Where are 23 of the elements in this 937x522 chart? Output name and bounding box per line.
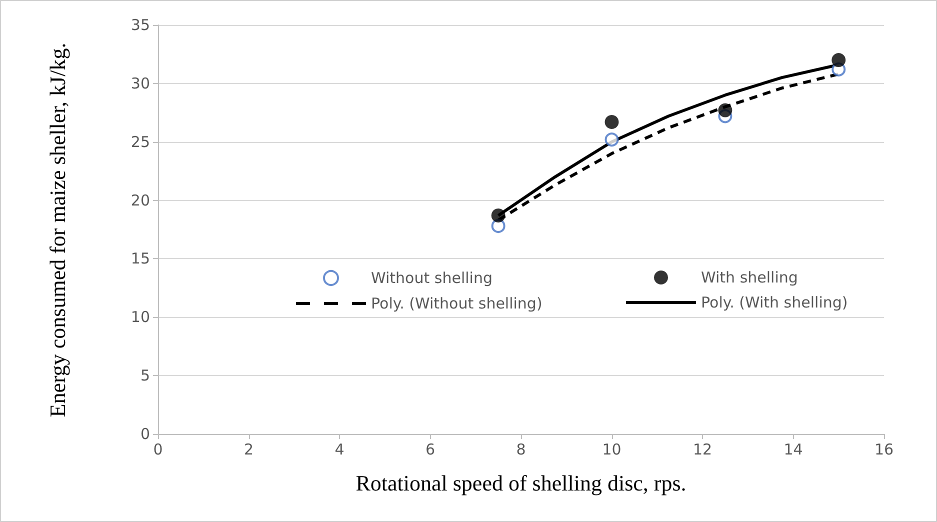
y-tick-label: 0 bbox=[140, 425, 150, 443]
x-tick-label: 14 bbox=[784, 440, 803, 458]
x-tick-label: 6 bbox=[425, 440, 436, 458]
y-tick-label: 30 bbox=[130, 74, 150, 92]
x-tick-label: 16 bbox=[874, 440, 894, 458]
x-tick-label: 0 bbox=[153, 440, 163, 458]
x-tick-label: 2 bbox=[244, 440, 254, 458]
x-tick-label: 8 bbox=[516, 440, 526, 458]
y-tick-label: 35 bbox=[130, 16, 150, 34]
x-tick-label: 10 bbox=[602, 440, 622, 458]
x-axis-title: Rotational speed of shelling disc, rps. bbox=[356, 470, 686, 496]
legend-label: Poly. (Without shelling) bbox=[371, 294, 542, 312]
y-tick-label: 20 bbox=[130, 191, 150, 210]
legend-label: Poly. (With shelling) bbox=[701, 294, 848, 312]
y-axis-title: Energy consumed for maize sheller, kJ/kg. bbox=[44, 42, 71, 420]
x-tick-label: 4 bbox=[334, 440, 344, 458]
legend-label: With shelling bbox=[701, 268, 798, 286]
x-tick-label: 12 bbox=[692, 440, 712, 458]
y-tick-label: 10 bbox=[130, 308, 150, 326]
y-tick-label: 5 bbox=[140, 366, 150, 385]
y-tick-label: 15 bbox=[130, 250, 150, 268]
legend-label: Without shelling bbox=[371, 269, 492, 287]
y-tick-label: 25 bbox=[130, 132, 150, 151]
